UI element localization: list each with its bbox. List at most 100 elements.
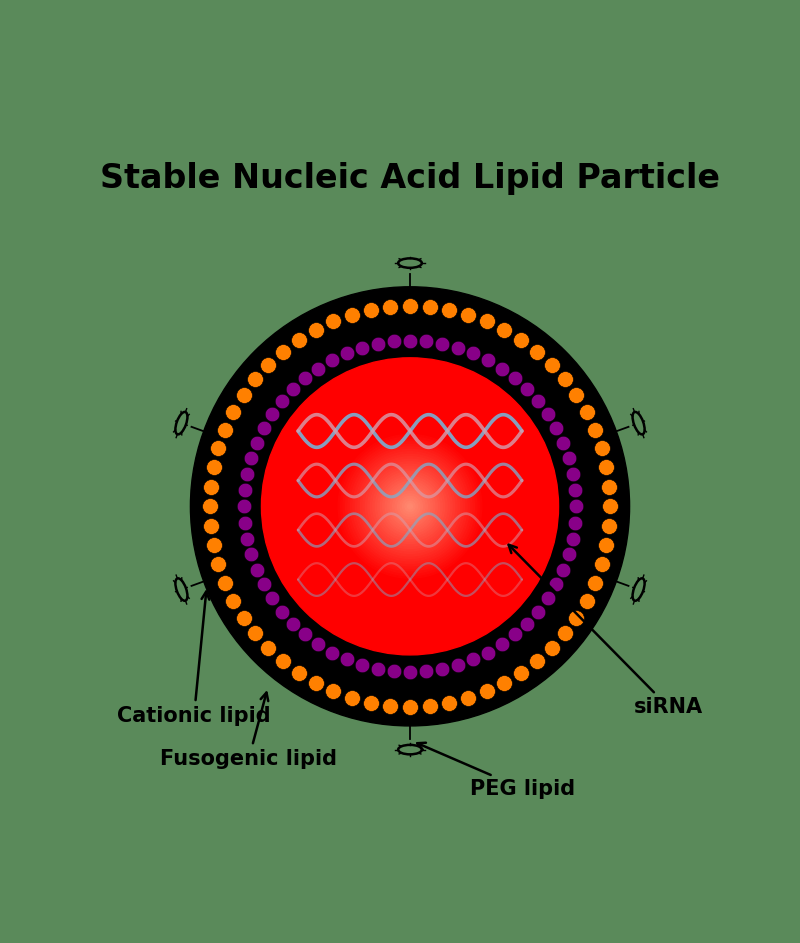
Circle shape: [405, 502, 415, 511]
Text: PEG lipid: PEG lipid: [418, 743, 575, 799]
Point: [589, 422, 602, 438]
Point: [482, 645, 494, 660]
Point: [212, 557, 225, 572]
Point: [275, 393, 288, 408]
Point: [423, 300, 436, 315]
Point: [238, 499, 250, 514]
Point: [204, 479, 217, 494]
Circle shape: [358, 455, 462, 558]
Circle shape: [326, 422, 494, 590]
Circle shape: [378, 474, 442, 538]
Point: [355, 340, 368, 356]
Point: [387, 664, 400, 679]
Circle shape: [400, 496, 420, 516]
Point: [521, 616, 534, 631]
Circle shape: [278, 375, 542, 637]
Point: [604, 499, 617, 514]
Point: [600, 538, 613, 553]
Circle shape: [393, 489, 427, 523]
Point: [562, 547, 575, 562]
Circle shape: [386, 482, 434, 531]
Circle shape: [336, 432, 484, 581]
Point: [346, 690, 358, 705]
Point: [258, 421, 270, 436]
Point: [218, 575, 231, 590]
Point: [403, 665, 416, 680]
Point: [557, 436, 570, 451]
Circle shape: [350, 447, 470, 566]
Circle shape: [363, 459, 457, 554]
Point: [509, 627, 522, 642]
Circle shape: [366, 462, 454, 551]
Point: [569, 515, 582, 530]
Circle shape: [407, 504, 413, 509]
Point: [595, 440, 608, 455]
Point: [286, 616, 299, 631]
Point: [498, 675, 510, 690]
Point: [241, 467, 254, 482]
Point: [326, 645, 338, 660]
Point: [292, 332, 305, 347]
Circle shape: [361, 456, 459, 555]
Point: [530, 344, 543, 359]
Point: [515, 665, 528, 680]
Circle shape: [262, 357, 558, 654]
Circle shape: [343, 439, 477, 573]
Point: [420, 334, 433, 349]
Circle shape: [380, 476, 440, 536]
Text: Fusogenic lipid: Fusogenic lipid: [160, 692, 338, 769]
Point: [442, 303, 455, 318]
Circle shape: [375, 472, 445, 541]
Text: Stable Nucleic Acid Lipid Particle: Stable Nucleic Acid Lipid Particle: [100, 162, 720, 195]
Circle shape: [346, 442, 474, 571]
Point: [249, 626, 262, 641]
Point: [227, 405, 240, 420]
Circle shape: [266, 363, 554, 650]
Circle shape: [390, 487, 430, 526]
Circle shape: [269, 365, 551, 648]
Point: [311, 361, 324, 376]
Point: [423, 698, 436, 713]
Point: [346, 307, 358, 323]
Circle shape: [311, 407, 509, 605]
Point: [403, 699, 416, 714]
Point: [515, 332, 528, 347]
Point: [371, 337, 384, 352]
Point: [262, 640, 275, 655]
Circle shape: [395, 491, 425, 521]
Text: Cationic lipid: Cationic lipid: [118, 591, 271, 725]
Point: [310, 675, 322, 690]
Circle shape: [353, 450, 467, 563]
Point: [327, 314, 340, 329]
Point: [384, 300, 397, 315]
Point: [580, 405, 593, 420]
Point: [204, 519, 217, 534]
Circle shape: [289, 385, 531, 628]
Point: [258, 577, 270, 592]
Point: [326, 353, 338, 368]
Point: [384, 698, 397, 713]
Point: [545, 640, 558, 655]
Circle shape: [338, 435, 482, 578]
Circle shape: [355, 452, 465, 561]
Point: [310, 323, 322, 338]
Circle shape: [301, 397, 519, 615]
Point: [462, 690, 474, 705]
Circle shape: [306, 403, 514, 610]
Point: [266, 591, 278, 606]
Point: [496, 637, 509, 652]
Point: [442, 695, 455, 710]
Point: [207, 460, 220, 475]
Point: [557, 562, 570, 577]
Circle shape: [282, 377, 538, 635]
Point: [298, 371, 311, 386]
Point: [387, 334, 400, 349]
Circle shape: [334, 430, 486, 583]
Point: [403, 299, 416, 314]
Point: [245, 451, 258, 466]
Circle shape: [294, 390, 526, 622]
Point: [365, 695, 378, 710]
Point: [340, 652, 353, 667]
Point: [237, 610, 250, 625]
Point: [238, 483, 251, 498]
